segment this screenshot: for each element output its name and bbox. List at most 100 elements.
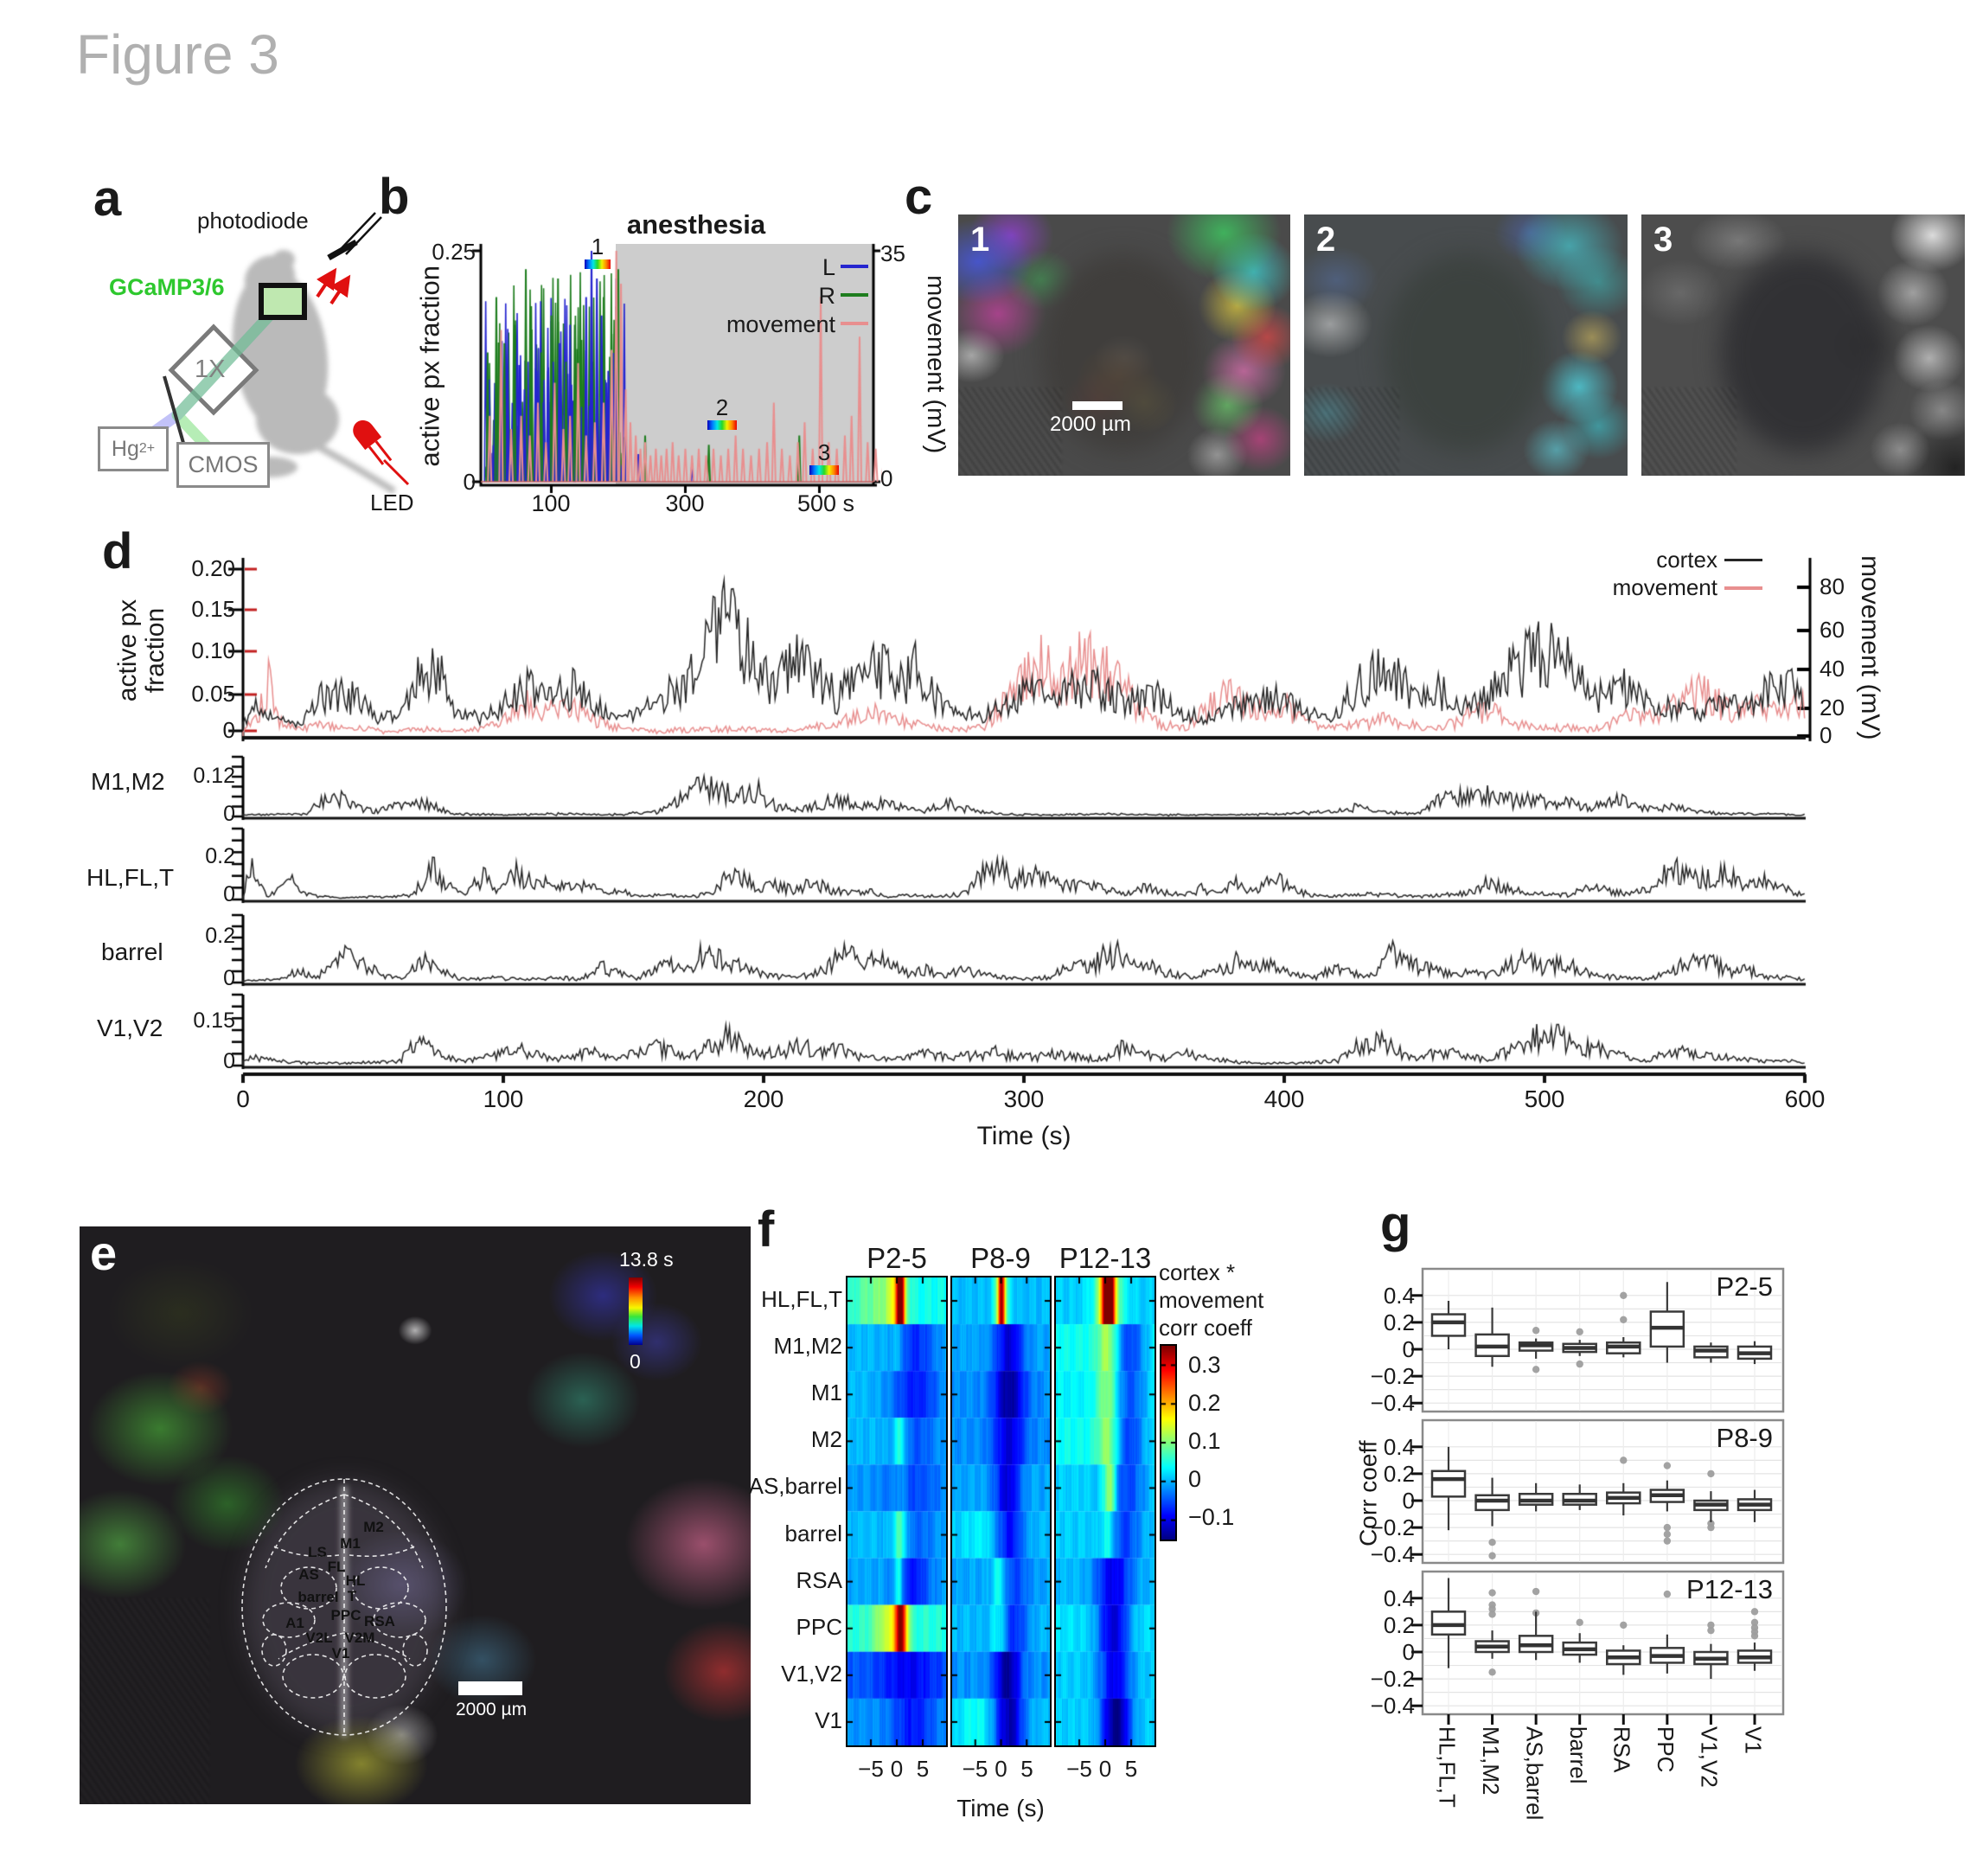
scalebar-label: 2000 µm <box>1050 413 1131 436</box>
colorbar-tick: 0.3 <box>1188 1352 1221 1378</box>
colorbar-tick: 0 <box>1188 1466 1202 1492</box>
panel-b-rtick: 0 <box>880 465 893 491</box>
heatmap-row-label: M2 <box>810 1426 842 1452</box>
row-label-m1m2: M1,M2 <box>91 768 165 795</box>
snapshot-marker-2: 2 <box>715 394 729 420</box>
heatmap-canvas-3 <box>1054 1276 1156 1747</box>
panel-e-scalebar-label: 2000 µm <box>456 1700 528 1719</box>
panel-a-letter: a <box>93 170 122 227</box>
panel-d-ytick: 0.10 <box>191 637 235 663</box>
snapshot-marker-1: 1 <box>591 234 604 259</box>
legend-movement-label-d: movement <box>1612 574 1717 600</box>
panel-d-xtick: 100 <box>483 1085 524 1112</box>
heatmap-colorbar-canvas <box>1160 1344 1177 1541</box>
panel-d-ytick: 0.05 <box>191 681 235 707</box>
panel-e-colorbar <box>629 1277 643 1345</box>
panel-b-traces-canvas <box>467 240 882 500</box>
cmos-box: CMOS <box>176 442 270 488</box>
panel-b-rtick: 35 <box>880 240 905 266</box>
heatmap-header-3: P12-13 <box>1059 1242 1152 1274</box>
panel-e-cbar-min: 0 <box>630 1350 641 1373</box>
region-label: T <box>347 1588 357 1605</box>
dichroic-mirror <box>163 375 185 444</box>
heatmap-row-label: RSA <box>796 1567 842 1593</box>
snapshot-colorbar-1 <box>585 259 611 269</box>
panel-d-letter: d <box>102 523 133 579</box>
heatmap-row-label: AS,barrel <box>748 1473 842 1499</box>
panel-d-rtick: 60 <box>1820 617 1845 643</box>
panel-d-right-label: movement (mV) <box>1855 555 1884 740</box>
panel-e-cbar-max: 13.8 s <box>619 1248 674 1271</box>
objective-label: 1X <box>195 355 226 383</box>
led-icon <box>353 419 393 465</box>
panel-e-image: e 13.8 s 0 2000 µm M2 M1 LS FL AS HL bar… <box>80 1226 751 1804</box>
panel-g-letter: g <box>1380 1196 1411 1252</box>
heatmap-xtick: −5 <box>858 1756 884 1782</box>
colorbar-tick: 0.1 <box>1188 1428 1221 1454</box>
legend-R-swatch <box>841 293 868 297</box>
panel-d-xtick: 0 <box>236 1085 250 1112</box>
heatmap-row-label: HL,FL,T <box>761 1286 842 1312</box>
heatmap-xtick: 0 <box>995 1756 1007 1782</box>
brain-window <box>259 283 307 320</box>
panel-b-letter: b <box>379 169 410 225</box>
panel-d-xtick: 500 <box>1524 1085 1565 1112</box>
region-label: V1 <box>331 1645 350 1662</box>
panel-d-xtick: 300 <box>1003 1085 1045 1112</box>
heatmap-xtick: −5 <box>1066 1756 1092 1782</box>
boxplot-svg <box>1411 1267 1785 1725</box>
region-label: barrel <box>297 1589 339 1606</box>
heatmap-row-label: V1,V2 <box>781 1661 842 1687</box>
led-label: LED <box>370 490 414 515</box>
heatmap-xtick: 0 <box>1098 1756 1112 1782</box>
region-label: M2 <box>363 1519 384 1536</box>
region-label: V2L <box>305 1629 333 1647</box>
panel-b-xtick: 500 s <box>796 490 855 516</box>
panel-d-xtick: 400 <box>1263 1085 1305 1112</box>
heatmap-xtick: 5 <box>916 1756 930 1782</box>
snapshot-colorbar-3 <box>809 465 839 475</box>
panel-d-xtick: 600 <box>1784 1085 1826 1112</box>
row-label-v1v2: V1,V2 <box>97 1015 163 1041</box>
boxplot-category-label: RSA <box>1609 1726 1635 1773</box>
scalebar <box>1072 401 1123 410</box>
heatmap-row-label: M1,M2 <box>773 1333 842 1359</box>
row-label-hlflt: HL,FL,T <box>86 864 175 891</box>
legend-movement-swatch-d <box>1724 586 1762 590</box>
panel-b-xtick: 100 <box>531 490 571 516</box>
legend-L-swatch <box>841 265 868 268</box>
boxplot-panel-title-3: P12-13 <box>1686 1574 1773 1604</box>
legend-movement-label: movement <box>726 311 835 337</box>
heatmap-row-label: PPC <box>796 1614 842 1640</box>
region-label: A1 <box>285 1615 304 1632</box>
photodiode-icon <box>327 239 358 261</box>
panel-d-xtick: 200 <box>743 1085 784 1112</box>
reflection-arrow-icon <box>316 267 337 298</box>
legend-L-label: L <box>822 254 835 280</box>
heatmap-header-2: P8-9 <box>970 1242 1031 1274</box>
boxplot-category-label: AS,barrel <box>1521 1726 1548 1821</box>
heatmap-xtick: 0 <box>890 1756 904 1782</box>
panel-d-rtick: 0 <box>1820 722 1832 748</box>
panel-d-ytick: 0.15 <box>191 596 235 622</box>
heatmap-xtick: −5 <box>962 1756 988 1782</box>
figure-title: Figure 3 <box>76 23 279 86</box>
region-label: LS <box>308 1544 327 1561</box>
boxplot-category-label: V1 <box>1740 1726 1767 1754</box>
colorbar-tick: 0.2 <box>1188 1390 1221 1416</box>
region-label: AS <box>298 1566 319 1584</box>
heatmap-row-label: barrel <box>784 1521 842 1546</box>
boxplot-panel-title-2: P8-9 <box>1716 1423 1773 1453</box>
panel-b-ylabel: active px fraction <box>414 265 445 467</box>
region-label: RSA <box>364 1613 395 1630</box>
heatmap-row-label: M1 <box>810 1380 842 1405</box>
region-label: FL <box>327 1559 346 1576</box>
snapshot-colorbar-2 <box>707 420 737 430</box>
cortical-map-outlines <box>241 1478 447 1736</box>
panel-c-letter: c <box>905 169 933 225</box>
panel-c-image-2: 2 <box>1304 214 1628 476</box>
legend-cortex-swatch <box>1724 559 1762 561</box>
panel-d-rtick: 40 <box>1820 656 1845 682</box>
panel-c-image-3: 3 <box>1641 214 1965 476</box>
